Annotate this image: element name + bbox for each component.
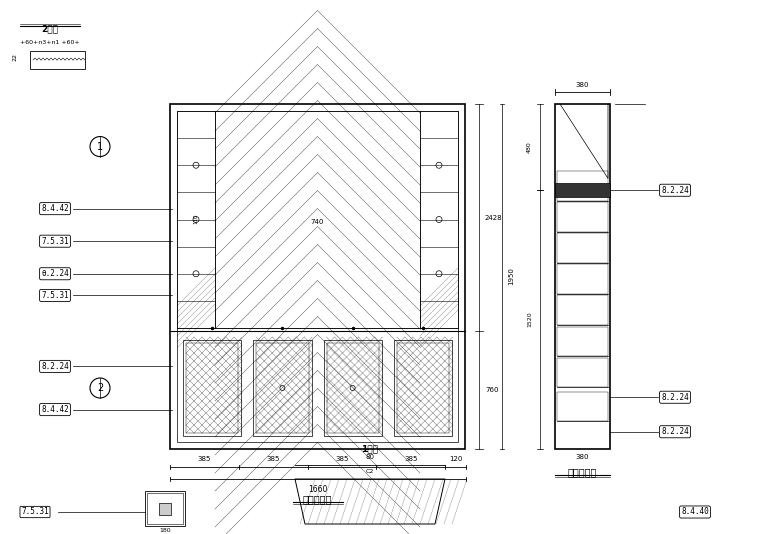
Text: 22: 22 <box>12 53 17 61</box>
Text: 8.2.24: 8.2.24 <box>661 427 689 436</box>
Text: 480: 480 <box>527 142 532 153</box>
Bar <box>555 183 610 197</box>
Text: 760: 760 <box>485 387 499 393</box>
Text: 1: 1 <box>97 142 103 152</box>
Text: 8.4.40: 8.4.40 <box>681 507 709 516</box>
Bar <box>397 343 449 433</box>
Bar <box>557 326 608 356</box>
Bar <box>557 295 608 325</box>
Bar <box>30 51 85 69</box>
Text: 1660: 1660 <box>309 485 328 494</box>
Text: 2: 2 <box>97 383 103 393</box>
Text: 7.5.31: 7.5.31 <box>41 237 69 246</box>
Text: 8.4.42: 8.4.42 <box>41 204 69 213</box>
Text: 180: 180 <box>159 528 171 533</box>
Bar <box>183 340 241 436</box>
Bar <box>557 202 608 232</box>
Bar <box>557 392 608 421</box>
Text: 120: 120 <box>449 456 462 462</box>
Text: 酒水柜侧面: 酒水柜侧面 <box>568 467 597 477</box>
Bar <box>394 340 452 436</box>
Text: 740: 740 <box>311 219 325 225</box>
Bar <box>170 104 465 449</box>
Bar <box>557 358 608 387</box>
Text: 7.5.31: 7.5.31 <box>21 507 49 516</box>
Text: C2: C2 <box>366 469 374 474</box>
Bar <box>420 111 458 328</box>
Text: θ.2.24: θ.2.24 <box>41 269 69 278</box>
Text: 1剖面: 1剖面 <box>362 444 378 453</box>
Text: 1520: 1520 <box>527 312 532 327</box>
Text: 2428: 2428 <box>485 215 502 221</box>
Text: 110: 110 <box>194 213 198 224</box>
Bar <box>145 491 185 526</box>
Bar <box>177 111 458 442</box>
Bar <box>327 343 378 433</box>
Text: 8.2.24: 8.2.24 <box>661 186 689 195</box>
Bar <box>159 502 171 514</box>
Text: 385: 385 <box>335 456 349 462</box>
Text: 385: 385 <box>404 456 417 462</box>
Bar <box>215 111 420 328</box>
Text: +60+n3+n1 +60+: +60+n3+n1 +60+ <box>21 40 80 45</box>
Bar <box>324 340 382 436</box>
Bar <box>555 104 610 449</box>
Text: 80: 80 <box>366 454 375 460</box>
Text: 8.4.42: 8.4.42 <box>41 405 69 414</box>
Bar <box>256 343 309 433</box>
Text: 2剖面: 2剖面 <box>42 24 59 33</box>
Bar <box>177 111 215 328</box>
Text: 1950: 1950 <box>508 268 514 286</box>
Text: 8.2.24: 8.2.24 <box>41 362 69 371</box>
Text: 酒水柜立面: 酒水柜立面 <box>302 494 332 504</box>
Bar <box>253 340 312 436</box>
Bar <box>557 264 608 294</box>
Bar <box>186 343 238 433</box>
Text: 7.5.31: 7.5.31 <box>41 291 69 300</box>
Text: 380: 380 <box>576 82 589 88</box>
Bar <box>557 171 608 201</box>
Bar <box>147 493 183 524</box>
Bar <box>557 233 608 263</box>
Text: 385: 385 <box>267 456 280 462</box>
Text: 380: 380 <box>576 454 589 460</box>
Text: 385: 385 <box>198 456 211 462</box>
Text: 8.2.24: 8.2.24 <box>661 392 689 402</box>
